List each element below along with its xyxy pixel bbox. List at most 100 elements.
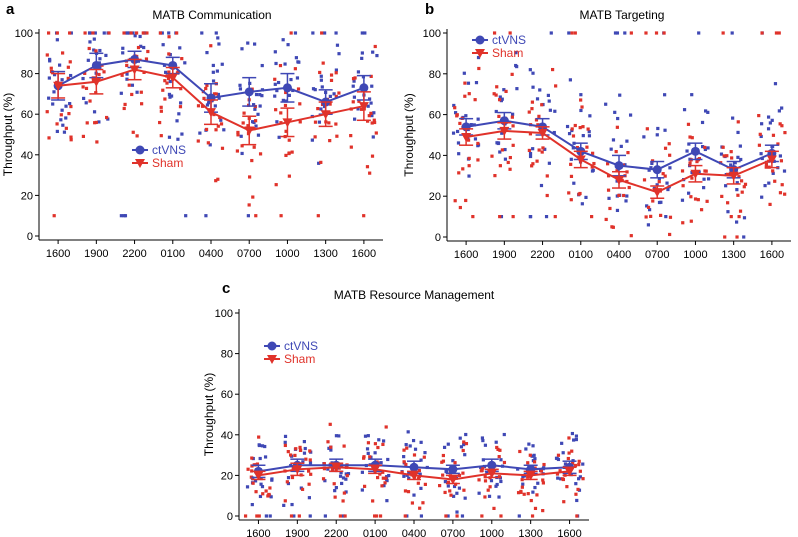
subject-dot [214, 179, 218, 183]
subject-dot [285, 480, 289, 484]
subject-dot [477, 66, 481, 71]
subject-dot [604, 217, 608, 222]
subject-dot [705, 199, 709, 203]
subject-dot [587, 130, 591, 134]
subject-dot [365, 447, 370, 451]
subject-dot [615, 31, 620, 35]
y-tick-label: 20 [221, 470, 233, 482]
x-tick-label: 1000 [275, 248, 299, 260]
subject-dot [659, 200, 663, 204]
subject-dot [579, 93, 583, 97]
subject-dot [625, 194, 629, 198]
subject-dot [369, 111, 373, 115]
subject-dot [452, 494, 456, 498]
subject-dot [85, 121, 89, 125]
subject-dot [362, 456, 366, 460]
legend-marker-ctvns [267, 341, 277, 351]
subject-dot [215, 69, 219, 73]
subject-dot [332, 482, 336, 486]
mean-marker-ctvns [409, 462, 419, 472]
subject-dot [335, 134, 339, 138]
subject-dot [275, 120, 279, 124]
x-tick-label: 1900 [84, 248, 108, 260]
subject-dot [702, 177, 706, 181]
subject-dot [316, 107, 320, 111]
subject-dot [406, 490, 411, 494]
subject-dot [81, 134, 86, 138]
subject-dot [302, 439, 306, 444]
subject-dot [47, 136, 51, 140]
subject-dot [697, 31, 701, 35]
subject-dot [615, 125, 619, 129]
subject-dot [93, 31, 97, 35]
subject-dot [297, 60, 301, 64]
subject-dot [668, 215, 673, 219]
subject-dot [180, 57, 184, 61]
subject-dot [493, 174, 497, 178]
subject-dot [92, 48, 96, 52]
subject-dot [277, 135, 281, 139]
subject-dot [279, 214, 283, 218]
subject-dot [341, 499, 345, 503]
subject-dot [532, 453, 536, 457]
subject-dot [334, 122, 338, 126]
subject-dot [464, 198, 468, 203]
subject-dot [497, 98, 502, 102]
subject-dot [497, 495, 501, 499]
subject-dot [366, 119, 370, 123]
subject-dot [608, 206, 612, 211]
subject-dot [260, 484, 265, 489]
subject-dot [259, 482, 263, 486]
subject-dot [370, 114, 374, 118]
subject-dot [495, 482, 499, 487]
mean-marker-sham [320, 110, 331, 120]
subject-dot [584, 195, 588, 199]
subject-dot [648, 208, 652, 212]
subject-dot [294, 56, 298, 60]
subject-dot [555, 472, 560, 476]
subject-dot [275, 88, 279, 93]
subject-dot [122, 106, 126, 111]
subject-dot [461, 471, 465, 475]
subject-dot [481, 458, 485, 462]
mean-marker-ctvns [652, 165, 662, 175]
subject-dot [573, 31, 577, 35]
x-tick-label: 0700 [645, 249, 669, 261]
subject-dot [571, 146, 575, 150]
subject-dot [614, 149, 618, 154]
subject-dot [553, 109, 557, 113]
subject-dot [404, 443, 408, 447]
subject-dot [464, 441, 469, 446]
subject-dot [246, 41, 250, 45]
subject-dot [341, 514, 346, 518]
subject-dot [455, 114, 459, 118]
subject-dot [730, 156, 734, 160]
x-tick-label: 1300 [313, 248, 337, 260]
subject-dot [657, 176, 661, 181]
subject-dot [293, 67, 297, 71]
subject-dot [250, 502, 254, 507]
subject-dot [308, 449, 312, 453]
subject-dot [575, 514, 579, 518]
subject-dot [661, 172, 665, 176]
subject-dot [105, 115, 109, 120]
subject-dot [258, 93, 262, 97]
mean-marker-sham [370, 465, 381, 475]
legend-label: Sham [492, 46, 523, 60]
subject-dot [462, 71, 466, 75]
subject-dot [541, 146, 545, 150]
mean-marker-sham [292, 465, 303, 475]
subject-dot [145, 31, 149, 35]
subject-dot [349, 145, 353, 149]
subject-dot [453, 461, 457, 465]
y-tick-label: 80 [429, 69, 441, 81]
subject-dot [175, 119, 179, 123]
x-tick-label: 1900 [285, 528, 309, 537]
subject-dot [214, 92, 218, 96]
subject-dot [528, 215, 532, 219]
subject-dot [102, 70, 106, 74]
subject-dot [452, 103, 456, 108]
subject-dot [326, 440, 330, 444]
subject-dot [502, 432, 506, 437]
legend-label: Sham [152, 156, 183, 170]
